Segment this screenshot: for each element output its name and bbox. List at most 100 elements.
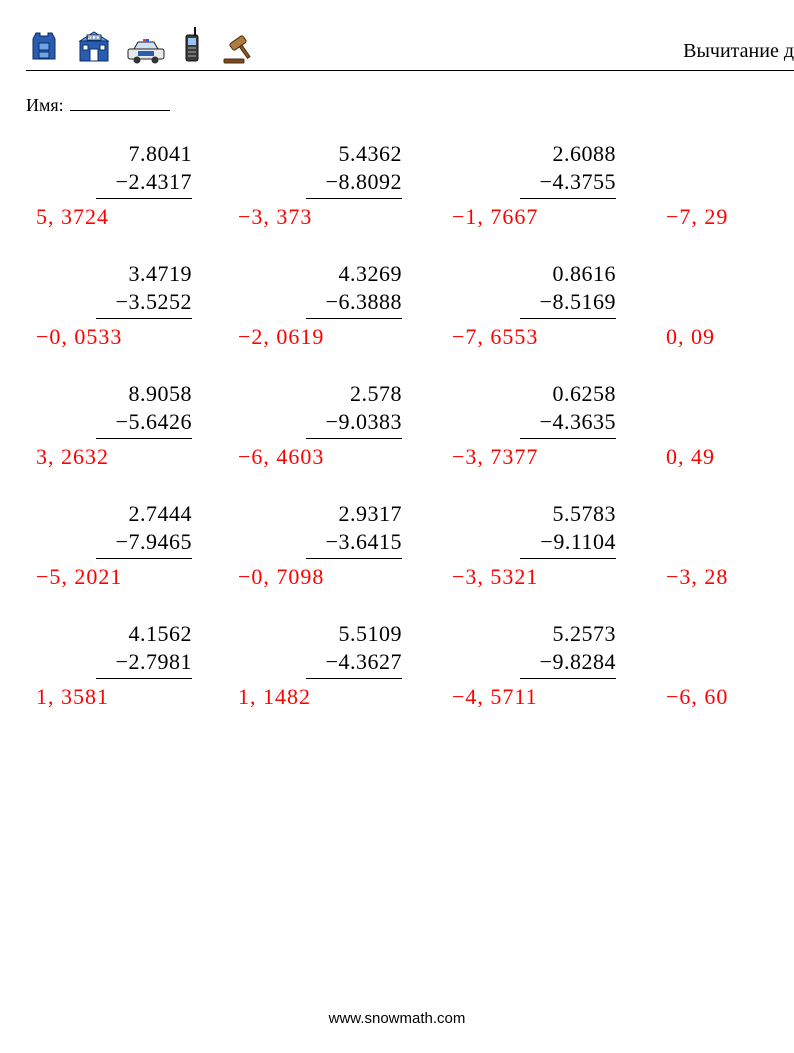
- minuend: 0.8616: [520, 260, 616, 288]
- problem-cell: −3, 28: [664, 500, 794, 620]
- subtraction-stack: 4.1562−2.7981: [96, 620, 192, 679]
- subtrahend: −4.3627: [306, 648, 402, 676]
- header-icons: POLICE: [26, 27, 256, 65]
- subtraction-stack: 0.6258−4.3635: [520, 380, 616, 439]
- subtrahend: −3.5252: [96, 288, 192, 316]
- rule-line: [520, 678, 616, 679]
- rule-line: [520, 318, 616, 319]
- answer-value: −3, 28: [666, 564, 728, 590]
- subtraction-stack: 4.3269−6.3888: [306, 260, 402, 319]
- minuend: 5.5783: [520, 500, 616, 528]
- answer-value: −2, 0619: [238, 324, 324, 350]
- rule-line: [96, 438, 192, 439]
- problem-cell: −7, 29: [664, 140, 794, 260]
- name-label: Имя:: [26, 95, 64, 116]
- problem-cell: 2.7444−7.9465−5, 2021: [26, 500, 236, 620]
- worksheet-title: Вычитание д: [683, 40, 794, 63]
- subtraction-stack: 7.8041−2.4317: [96, 140, 192, 199]
- problem-cell: 0, 49: [664, 380, 794, 500]
- problem-row: 3.4719−3.5252 −0, 0533 4.3269−6.3888 −2, 06…: [26, 260, 794, 380]
- subtraction-stack: 5.4362−8.8092: [306, 140, 402, 199]
- vest-icon: [26, 29, 62, 65]
- subtrahend: −9.0383: [306, 408, 402, 436]
- problem-cell: 5.4362−8.8092 −3, 373: [236, 140, 450, 260]
- minuend: 4.1562: [96, 620, 192, 648]
- answer-value: 0, 09: [666, 324, 715, 350]
- rule-line: [96, 198, 192, 199]
- subtrahend: −9.8284: [520, 648, 616, 676]
- answer-value: 1, 1482: [238, 684, 311, 710]
- rule-line: [520, 558, 616, 559]
- minuend: 2.578: [306, 380, 402, 408]
- name-underline[interactable]: [70, 92, 170, 111]
- name-field: Имя:: [26, 92, 170, 116]
- subtrahend: −7.9465: [96, 528, 192, 556]
- answer-value: 3, 2632: [36, 444, 109, 470]
- problem-cell: 5.5783−9.1104 −3, 5321: [450, 500, 664, 620]
- subtrahend: −2.4317: [96, 168, 192, 196]
- problem-cell: 0, 09: [664, 260, 794, 380]
- rule-line: [306, 438, 402, 439]
- problem-cell: 4.1562−2.7981 1, 3581: [26, 620, 236, 740]
- minuend: 5.2573: [520, 620, 616, 648]
- police-station-icon: POLICE: [76, 29, 112, 65]
- answer-value: −7, 6553: [452, 324, 538, 350]
- problem-cell: 5.2573−9.8284 −4, 5711: [450, 620, 664, 740]
- minuend: 8.9058: [96, 380, 192, 408]
- subtraction-stack: 2.7444−7.9465: [96, 500, 192, 559]
- problem-cell: −6, 60: [664, 620, 794, 740]
- answer-value: −3, 373: [238, 204, 312, 230]
- subtrahend: −8.8092: [306, 168, 402, 196]
- minuend: 4.3269: [306, 260, 402, 288]
- subtrahend: −6.3888: [306, 288, 402, 316]
- minuend: 5.4362: [306, 140, 402, 168]
- walkie-talkie-icon: [180, 27, 204, 65]
- subtrahend: −8.5169: [520, 288, 616, 316]
- answer-value: −0, 0533: [36, 324, 122, 350]
- minuend: 0.6258: [520, 380, 616, 408]
- subtrahend: −4.3755: [520, 168, 616, 196]
- svg-text:POLICE: POLICE: [87, 35, 102, 40]
- answer-value: −3, 7377: [452, 444, 538, 470]
- rule-line: [306, 318, 402, 319]
- problems-grid: 7.8041−2.43175, 3724 5.4362−8.8092 −3, 373…: [26, 140, 794, 740]
- answer-value: −7, 29: [666, 204, 728, 230]
- minuend: 3.4719: [96, 260, 192, 288]
- problem-cell: 2.6088−4.3755−1, 7667: [450, 140, 664, 260]
- problem-cell: 0.8616−8.5169 −7, 6553: [450, 260, 664, 380]
- problem-row: 2.7444−7.9465−5, 2021 2.9317−3.6415 −0, 70…: [26, 500, 794, 620]
- answer-value: −3, 5321: [452, 564, 538, 590]
- subtrahend: −3.6415: [306, 528, 402, 556]
- subtrahend: −2.7981: [96, 648, 192, 676]
- answer-value: 1, 3581: [36, 684, 109, 710]
- rule-line: [96, 678, 192, 679]
- subtrahend: −9.1104: [520, 528, 616, 556]
- rule-line: [306, 678, 402, 679]
- rule-line: [96, 558, 192, 559]
- worksheet-page: POLICE: [0, 0, 794, 1053]
- subtrahend: −5.6426: [96, 408, 192, 436]
- problem-cell: 0.6258−4.3635 −3, 7377: [450, 380, 664, 500]
- header-bar: POLICE: [26, 22, 794, 71]
- rule-line: [520, 438, 616, 439]
- answer-value: −4, 5711: [452, 684, 538, 710]
- problem-cell: 7.8041−2.43175, 3724: [26, 140, 236, 260]
- problem-cell: 4.3269−6.3888 −2, 0619: [236, 260, 450, 380]
- answer-value: −6, 4603: [238, 444, 324, 470]
- subtraction-stack: 5.5783−9.1104: [520, 500, 616, 559]
- police-car-icon: [126, 35, 166, 65]
- subtraction-stack: 0.8616−8.5169: [520, 260, 616, 319]
- subtraction-stack: 2.6088−4.3755: [520, 140, 616, 199]
- rule-line: [306, 198, 402, 199]
- answer-value: 0, 49: [666, 444, 715, 470]
- problem-row: 7.8041−2.43175, 3724 5.4362−8.8092 −3, 373…: [26, 140, 794, 260]
- problem-cell: 2.9317−3.6415 −0, 7098: [236, 500, 450, 620]
- gavel-icon: [218, 31, 256, 65]
- answer-value: −0, 7098: [238, 564, 324, 590]
- rule-line: [96, 318, 192, 319]
- footer-link[interactable]: www.snowmath.com: [0, 1010, 794, 1027]
- problem-cell: 8.9058−5.6426 3, 2632: [26, 380, 236, 500]
- problem-cell: 5.5109−4.36271, 1482: [236, 620, 450, 740]
- subtraction-stack: 2.9317−3.6415: [306, 500, 402, 559]
- problem-cell: 2.578−9.0383 −6, 4603: [236, 380, 450, 500]
